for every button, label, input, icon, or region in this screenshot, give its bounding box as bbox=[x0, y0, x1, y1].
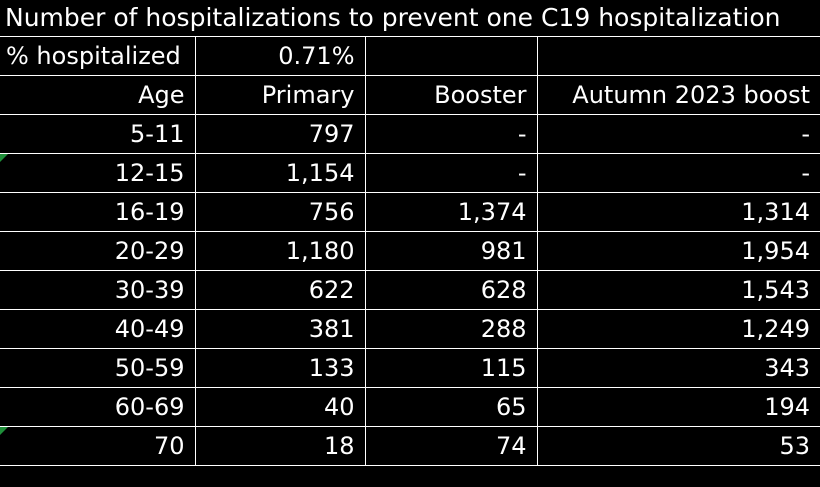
empty-cell[interactable] bbox=[536, 37, 820, 76]
primary-cell[interactable]: 1,180 bbox=[194, 231, 366, 271]
table-row: 5-11 797 - - bbox=[0, 114, 820, 154]
age-cell[interactable]: 16-19 bbox=[0, 192, 196, 232]
booster-cell[interactable]: 65 bbox=[364, 387, 538, 427]
autumn-cell[interactable]: 1,543 bbox=[536, 270, 820, 310]
booster-cell[interactable]: 1,374 bbox=[364, 192, 538, 232]
header-primary[interactable]: Primary bbox=[194, 75, 366, 115]
autumn-cell[interactable]: 194 bbox=[536, 387, 820, 427]
booster-cell[interactable]: - bbox=[364, 153, 538, 193]
table-row: 70 18 74 53 bbox=[0, 426, 820, 466]
autumn-cell[interactable]: 53 bbox=[536, 426, 820, 466]
age-cell[interactable]: 70 bbox=[0, 426, 196, 466]
booster-cell[interactable]: 288 bbox=[364, 309, 538, 349]
age-cell[interactable]: 50-59 bbox=[0, 348, 196, 388]
header-row: Age Primary Booster Autumn 2023 boost bbox=[0, 75, 820, 115]
age-cell[interactable]: 20-29 bbox=[0, 231, 196, 271]
autumn-cell[interactable]: - bbox=[536, 153, 820, 193]
age-value: 12-15 bbox=[114, 158, 185, 187]
header-age[interactable]: Age bbox=[0, 75, 196, 115]
pct-hospitalized-row: % hospitalized 0.71% bbox=[0, 37, 820, 76]
primary-cell[interactable]: 381 bbox=[194, 309, 366, 349]
primary-cell[interactable]: 133 bbox=[194, 348, 366, 388]
age-cell[interactable]: 30-39 bbox=[0, 270, 196, 310]
table-row: 16-19 756 1,374 1,314 bbox=[0, 192, 820, 232]
primary-cell[interactable]: 18 bbox=[194, 426, 366, 466]
autumn-cell[interactable]: - bbox=[536, 114, 820, 154]
primary-cell[interactable]: 1,154 bbox=[194, 153, 366, 193]
data-table: % hospitalized 0.71% Age Primary Booster… bbox=[0, 37, 820, 466]
sheet-title[interactable]: Number of hospitalizations to prevent on… bbox=[0, 0, 820, 37]
pct-hospitalized-value[interactable]: 0.71% bbox=[194, 37, 366, 76]
age-cell[interactable]: 5-11 bbox=[0, 114, 196, 154]
age-cell[interactable]: 40-49 bbox=[0, 309, 196, 349]
booster-cell[interactable]: 981 bbox=[364, 231, 538, 271]
booster-cell[interactable]: - bbox=[364, 114, 538, 154]
autumn-cell[interactable]: 1,314 bbox=[536, 192, 820, 232]
table-row: 20-29 1,180 981 1,954 bbox=[0, 231, 820, 271]
booster-cell[interactable]: 115 bbox=[364, 348, 538, 388]
booster-cell[interactable]: 74 bbox=[364, 426, 538, 466]
header-autumn-2023-boost[interactable]: Autumn 2023 boost bbox=[536, 75, 820, 115]
primary-cell[interactable]: 40 bbox=[194, 387, 366, 427]
table-row: 40-49 381 288 1,249 bbox=[0, 309, 820, 349]
cell-error-indicator-icon bbox=[0, 426, 8, 435]
autumn-cell[interactable]: 343 bbox=[536, 348, 820, 388]
table-row: 50-59 133 115 343 bbox=[0, 348, 820, 388]
booster-cell[interactable]: 628 bbox=[364, 270, 538, 310]
table-row: 60-69 40 65 194 bbox=[0, 387, 820, 427]
pct-hospitalized-label[interactable]: % hospitalized bbox=[0, 37, 196, 76]
primary-cell[interactable]: 622 bbox=[194, 270, 366, 310]
primary-cell[interactable]: 756 bbox=[194, 192, 366, 232]
age-cell[interactable]: 12-15 bbox=[0, 153, 196, 193]
age-cell[interactable]: 60-69 bbox=[0, 387, 196, 427]
table-row: 12-15 1,154 - - bbox=[0, 153, 820, 193]
empty-cell[interactable] bbox=[364, 37, 538, 76]
table-row: 30-39 622 628 1,543 bbox=[0, 270, 820, 310]
autumn-cell[interactable]: 1,249 bbox=[536, 309, 820, 349]
age-value: 70 bbox=[153, 431, 185, 460]
header-booster[interactable]: Booster bbox=[364, 75, 538, 115]
cell-error-indicator-icon bbox=[0, 153, 8, 162]
primary-cell[interactable]: 797 bbox=[194, 114, 366, 154]
autumn-cell[interactable]: 1,954 bbox=[536, 231, 820, 271]
